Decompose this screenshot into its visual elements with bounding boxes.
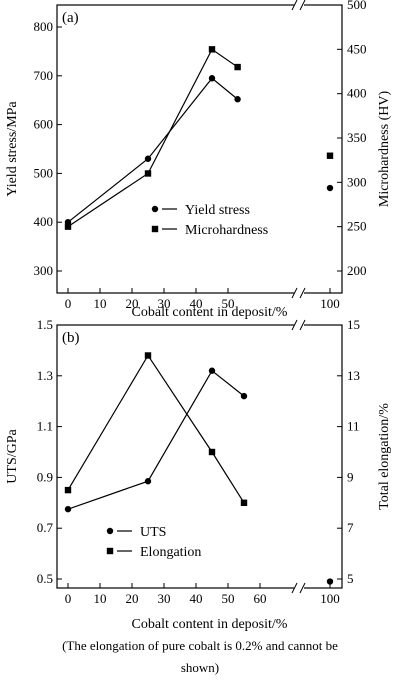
panel-a-xtick-label-5: 50 [222, 296, 235, 311]
panel-b-series-square-point-2 [208, 448, 216, 456]
panel-b-break-gap-0 [294, 322, 304, 328]
caption: (The elongation of pure cobalt is 0.2% a… [0, 635, 400, 679]
panel-a-series-square-point-isolated [326, 152, 334, 159]
panel-b-xtick-label-0: 0 [65, 591, 72, 606]
panel-a-xlabel: Cobalt content in deposit/% [132, 305, 288, 320]
panel-b-ytick-right-label-0: 5 [347, 571, 354, 586]
panel-b-series-square-legend-label: Elongation [140, 545, 201, 560]
panel-a-series-circle-point-1 [144, 155, 152, 162]
panel-b-break-mark-1-a [291, 582, 298, 594]
panel-a-series-square-legend-marker [151, 225, 159, 233]
panel-b-break-mark-1-b [299, 582, 306, 594]
panel-a-xtick-label-3: 30 [158, 296, 171, 311]
panel-a-series-square-point-2 [208, 46, 216, 53]
panel-a-label: (a) [62, 10, 79, 26]
panel-a-ytick-right-label-0: 200 [347, 263, 367, 278]
panel-b-ytick-right-label-5: 15 [347, 317, 360, 332]
panel-a-series-circle-point-2 [208, 75, 216, 82]
panel-a-series-circle-point-3 [234, 96, 241, 103]
panel-b-xtick-label-5: 50 [222, 591, 235, 606]
panel-a-ytick-right-label-3: 350 [347, 130, 367, 145]
panel-a-ytick-left-label-5: 800 [34, 19, 54, 34]
panel-a-ytick-left-label-3: 600 [34, 117, 54, 132]
panel-a-xtick-label-4: 40 [190, 296, 203, 311]
panel-a-series-square-point-0 [64, 223, 72, 230]
panel-a-xtick-label-6: 100 [320, 296, 340, 311]
panel-a-xtick-label-0: 0 [65, 296, 72, 311]
panel-a-ytick-right-label-2: 300 [347, 174, 367, 189]
panel-a-ytick-left-label-2: 500 [34, 165, 54, 180]
panel-b-break-mark-0-a [291, 319, 298, 331]
panel-b-series-circle-point-0 [64, 505, 72, 513]
panel-a-series-circle-legend-label: Yield stress [185, 203, 250, 218]
panel-a-break-gap-0 [294, 2, 304, 8]
panel-b-xtick-label-4: 40 [190, 591, 203, 606]
panel-a-series-square-point-3 [234, 63, 241, 71]
panel-b-series-square-point-1 [144, 352, 152, 359]
panel-b-ylabel-left: UTS/GPa [5, 428, 20, 483]
panel-a-frame [56, 4, 343, 294]
panel-a-xtick-label-2: 20 [126, 296, 139, 311]
panel-b-series-square-point-0 [64, 486, 72, 494]
panel-b-xtick-label-6: 60 [254, 591, 267, 606]
panel-b-ytick-right-label-2: 9 [347, 469, 354, 484]
panel-a-ytick-right-label-1: 250 [347, 219, 367, 234]
panel-b-break-mark-0-b [299, 319, 306, 331]
panel-b-xtick-label-1: 10 [94, 591, 107, 606]
panel-b-ytick-right-label-3: 11 [347, 419, 360, 434]
panel-b-series-circle-legend-marker [106, 527, 114, 535]
panel-a-ylabel-left: Yield stress/MPa [5, 101, 20, 197]
panel-b-series-circle-point-1 [144, 478, 152, 485]
panel-a-ytick-left-label-1: 400 [34, 214, 54, 229]
panel-b-ytick-left-label-2: 0.9 [37, 469, 53, 484]
panel-b-ytick-left-label-4: 1.3 [37, 368, 53, 383]
panel-a-series-circle-legend-marker [151, 205, 159, 213]
panel-a-series-circle-point-isolated [326, 184, 334, 192]
panel-a-break-mark-0-b [299, 0, 306, 11]
panel-b-series-circle-point-3 [240, 392, 248, 400]
panel-a-ytick-right-label-6: 500 [347, 0, 367, 12]
panel-b-series-square-line [67, 354, 245, 504]
panel-b-xtick-label-2: 20 [126, 591, 139, 606]
panel-a-ylabel-right: Microhardness (HV) [377, 91, 392, 208]
panel-b-xtick-label-7: 100 [320, 591, 340, 606]
panel-b-label: (b) [62, 330, 80, 346]
panel-a-series-square-point-1 [144, 170, 152, 177]
panel-b-ytick-right-label-1: 7 [347, 520, 354, 535]
panel-a-ytick-right-label-4: 400 [347, 86, 367, 101]
panel-a-break-mark-1-b [299, 287, 306, 299]
caption-line-2: shown) [180, 660, 220, 675]
panel-b-break-gap-1 [294, 585, 304, 591]
panel-a-break-mark-1-a [291, 287, 298, 299]
panel-a-ytick-right-label-5: 450 [347, 41, 367, 56]
panel-a-xtick-label-1: 10 [94, 296, 107, 311]
panel-a-break-mark-0-a [291, 0, 298, 11]
panel-a-ytick-left-label-0: 300 [34, 263, 54, 278]
panel-b-series-circle-point-2 [208, 367, 216, 374]
panel-b-series-circle-point-isolated [326, 578, 334, 585]
panel-b-series-square-point-3 [240, 499, 248, 506]
panel-b-series-square-legend-marker [106, 547, 114, 555]
panel-b-ylabel-right: Total elongation/% [377, 403, 392, 510]
panel-a-break-gap-1 [294, 290, 304, 296]
panel-a-series-square-legend-label: Microhardness [185, 223, 268, 238]
panel-b-xtick-label-3: 30 [158, 591, 171, 606]
panel-b-ytick-left-label-1: 0.7 [37, 520, 54, 535]
panel-b-ytick-left-label-0: 0.5 [37, 571, 53, 586]
panel-a-ytick-left-label-4: 700 [34, 68, 54, 83]
panel-b-series-circle-legend-label: UTS [140, 525, 166, 540]
panel-b-ytick-left-label-3: 1.1 [37, 419, 53, 434]
panel-b-ytick-left-label-5: 1.5 [37, 317, 53, 332]
panel-b-xlabel: Cobalt content in deposit/% [132, 617, 288, 632]
panel-a-series-square-line [67, 48, 238, 228]
panel-a-series-circle-line [67, 77, 238, 223]
panel-b-ytick-right-label-4: 13 [347, 368, 360, 383]
panel-b-series-circle-line [67, 369, 245, 510]
panel-b-frame [56, 324, 343, 589]
caption-line-1: (The elongation of pure cobalt is 0.2% a… [62, 638, 338, 653]
